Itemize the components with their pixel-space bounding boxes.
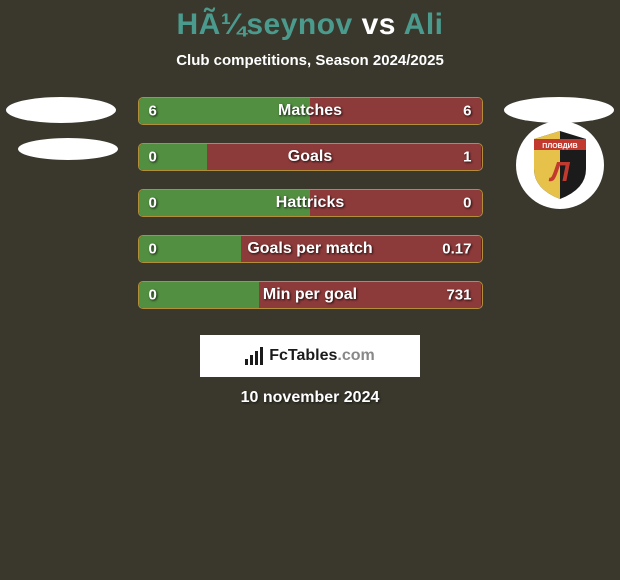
stat-label: Goals: [288, 148, 332, 166]
player-left-oval-icon: [6, 97, 116, 123]
brand-domain: .com: [337, 347, 374, 364]
stat-right-fill: [207, 144, 481, 170]
page-title: HÃ¼seynov vs Ali: [0, 8, 620, 42]
stat-bar: 6 Matches 6: [138, 97, 483, 125]
stat-left-value: 0: [149, 195, 157, 212]
brand-footer[interactable]: FcTables.com: [200, 335, 420, 377]
stat-row: 0 Min per goal 731: [0, 281, 620, 309]
stat-bar: 0 Goals 1: [138, 143, 483, 171]
subtitle: Club competitions, Season 2024/2025: [0, 52, 620, 69]
brand-text: FcTables.com: [269, 347, 375, 365]
stat-right-value: 0: [463, 195, 471, 212]
stat-bar: 0 Hattricks 0: [138, 189, 483, 217]
stat-right-value: 731: [446, 287, 471, 304]
stat-row: 0 Goals 1 ПЛОВДИВ Л: [0, 143, 620, 171]
stat-bar: 0 Min per goal 731: [138, 281, 483, 309]
stat-right-value: 6: [463, 103, 471, 120]
shield-letter: Л: [548, 156, 570, 187]
comparison-card: HÃ¼seynov vs Ali Club competitions, Seas…: [0, 0, 620, 407]
stat-right-value: 1: [463, 149, 471, 166]
stat-left-value: 0: [149, 287, 157, 304]
stat-label: Goals per match: [247, 240, 372, 258]
stat-right-value: 0.17: [442, 241, 471, 258]
stat-label: Matches: [278, 102, 342, 120]
comparison-rows: 6 Matches 6 0 Goals 1: [0, 97, 620, 309]
stat-row: 0 Goals per match 0.17: [0, 235, 620, 263]
stat-label: Hattricks: [276, 194, 344, 212]
title-vs: vs: [362, 8, 396, 41]
stat-left-value: 0: [149, 241, 157, 258]
banner-text: ПЛОВДИВ: [542, 143, 577, 150]
player-right-oval-icon: [504, 97, 614, 123]
brand-main: FcTables: [269, 347, 337, 364]
stat-label: Min per goal: [263, 286, 357, 304]
stat-row: 6 Matches 6: [0, 97, 620, 125]
player-right-name: Ali: [404, 8, 444, 41]
stat-bar: 0 Goals per match 0.17: [138, 235, 483, 263]
bar-chart-icon: [245, 347, 263, 365]
stat-row: 0 Hattricks 0: [0, 189, 620, 217]
stat-left-value: 6: [149, 103, 157, 120]
stat-left-value: 0: [149, 149, 157, 166]
player-left-oval-icon: [18, 138, 118, 160]
player-left-name: HÃ¼seynov: [176, 8, 352, 41]
footer-date: 10 november 2024: [0, 389, 620, 407]
